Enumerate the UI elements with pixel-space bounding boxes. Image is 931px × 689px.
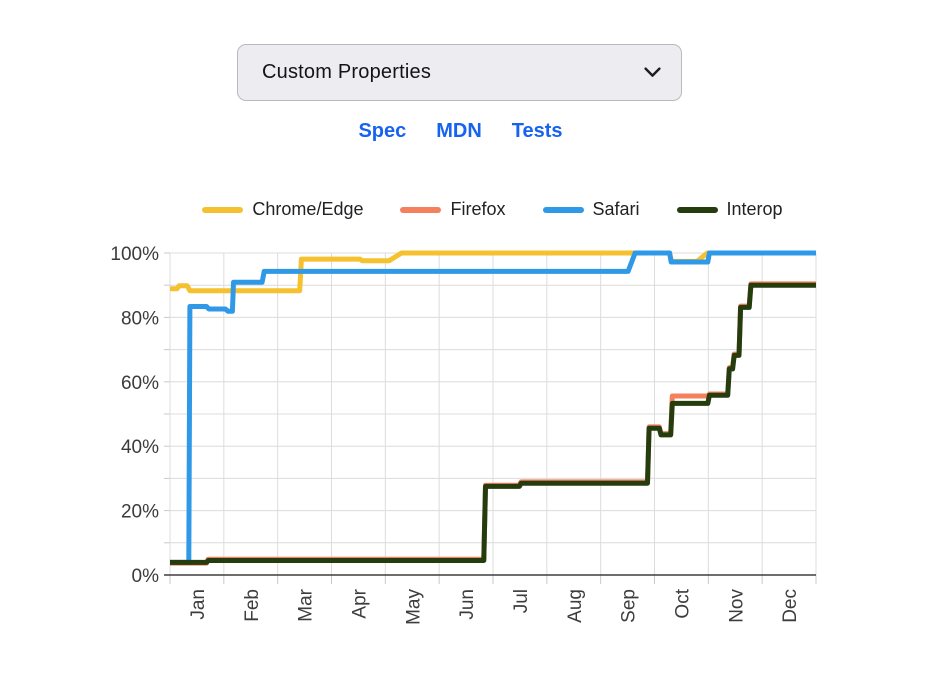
- x-tick-label: Mar: [296, 588, 317, 621]
- property-select-value: Custom Properties: [262, 61, 432, 83]
- y-tick-label: 80%: [121, 308, 159, 329]
- x-tick-label: Feb: [242, 589, 263, 622]
- legend-item-chrome-edge[interactable]: Chrome/Edge: [202, 199, 363, 220]
- x-tick-label: Jan: [188, 589, 209, 620]
- legend-label: Firefox: [450, 199, 506, 219]
- x-tick-label: Jul: [511, 589, 532, 613]
- x-tick-label: Jun: [457, 589, 478, 620]
- y-tick-label: 100%: [110, 244, 159, 265]
- y-tick-label: 20%: [121, 502, 159, 523]
- chart-gridlines: [164, 252, 817, 584]
- legend-item-interop[interactable]: Interop: [676, 199, 783, 220]
- resource-links: Spec MDN Tests: [0, 120, 921, 143]
- x-tick-label: Apr: [349, 588, 370, 618]
- property-select[interactable]: Custom Properties: [237, 44, 682, 101]
- legend-label: Interop: [726, 199, 783, 219]
- series-line-interop: [170, 282, 816, 565]
- legend-item-safari[interactable]: Safari: [542, 199, 640, 220]
- legend-label: Safari: [592, 199, 640, 219]
- chart-legend: Chrome/Edge Firefox Safari Interop: [27, 199, 931, 220]
- mdn-link[interactable]: MDN: [436, 120, 482, 142]
- chevron-down-icon: [644, 67, 661, 77]
- spec-link[interactable]: Spec: [358, 120, 407, 142]
- x-axis-labels: Jan Feb Mar Apr May Jun Jul Aug Sep Oct Nov Dec: [188, 588, 801, 625]
- legend-swatch: [400, 206, 442, 213]
- legend-label: Chrome/Edge: [252, 199, 364, 219]
- x-tick-label: Sep: [619, 589, 640, 623]
- x-tick-label: Aug: [565, 589, 586, 623]
- y-tick-label: 0%: [132, 566, 160, 587]
- legend-item-firefox[interactable]: Firefox: [400, 199, 506, 220]
- legend-swatch: [676, 206, 718, 213]
- series-line-safari: [170, 250, 816, 565]
- y-axis-labels: 0% 20% 40% 60% 80% 100%: [110, 244, 159, 587]
- legend-swatch: [202, 206, 244, 213]
- x-tick-label: May: [403, 589, 424, 625]
- y-tick-label: 60%: [121, 373, 159, 394]
- tests-link[interactable]: Tests: [511, 120, 563, 142]
- legend-swatch: [542, 206, 584, 213]
- x-tick-label: Oct: [672, 588, 693, 618]
- x-tick-label: Dec: [780, 589, 801, 623]
- y-tick-label: 40%: [121, 437, 159, 458]
- browser-support-chart: 0% 20% 40% 60% 80% 100% Jan Feb Mar Apr May Jun Jul A…: [110, 244, 817, 625]
- x-tick-label: Nov: [726, 589, 747, 623]
